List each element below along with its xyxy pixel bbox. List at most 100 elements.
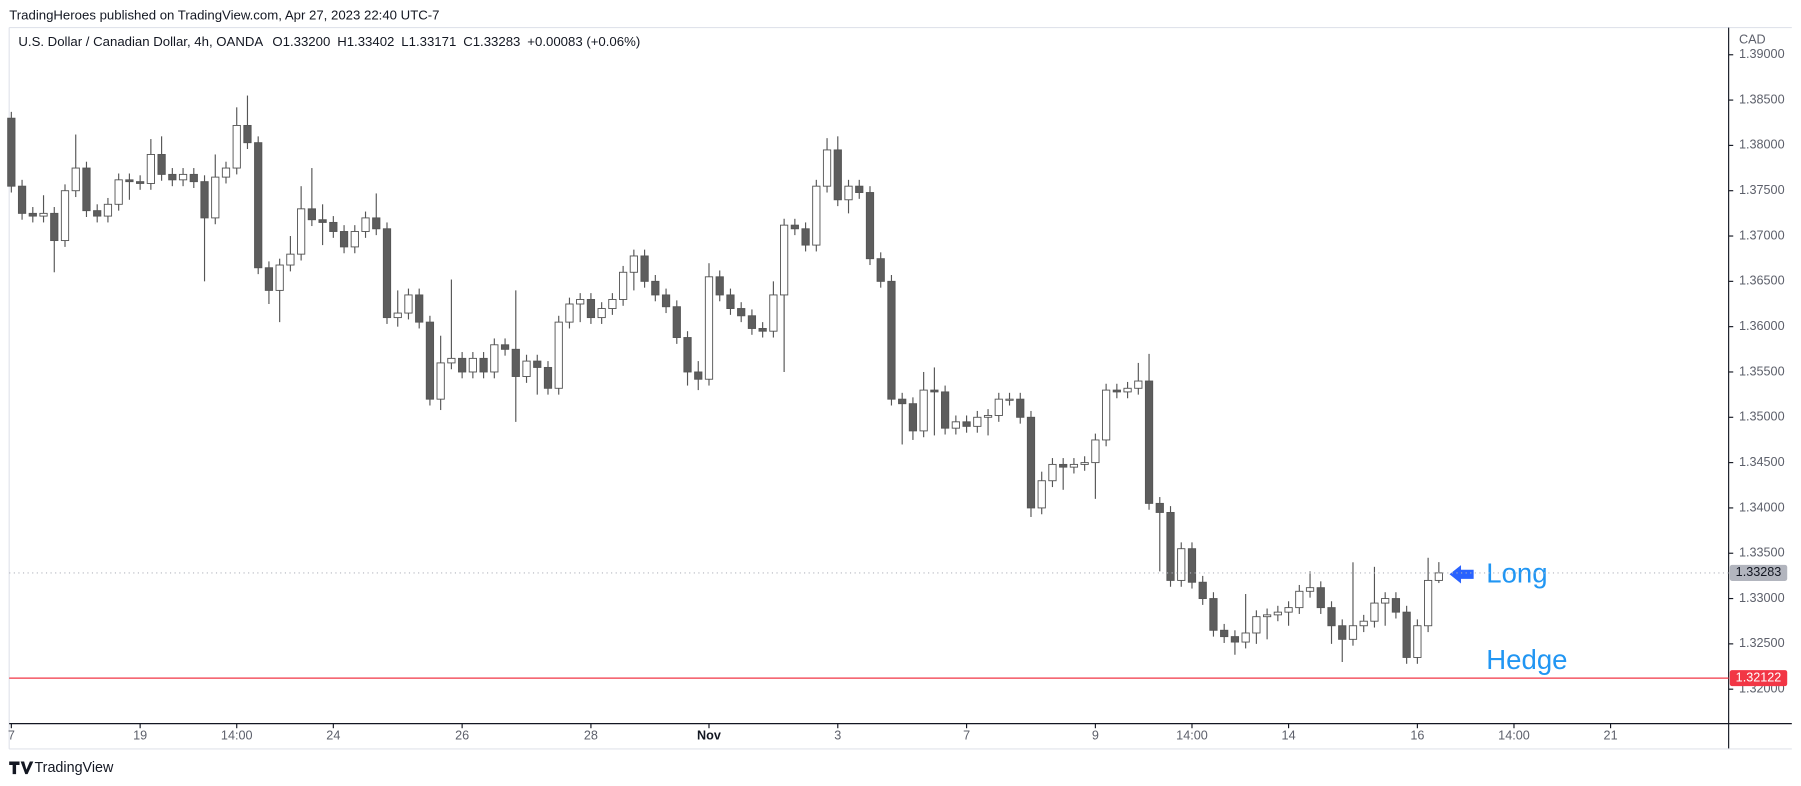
candle-body: [865, 192, 875, 260]
candle-body: [651, 280, 660, 296]
candle-body: [125, 179, 134, 183]
x-tick-label: 14:00: [221, 729, 253, 743]
candle-body: [1359, 620, 1368, 627]
candle-body: [415, 294, 424, 323]
y-tick-label: 1.36500: [1739, 274, 1785, 288]
candle-body: [576, 299, 585, 305]
candle-body: [243, 124, 252, 144]
candle-body: [1327, 607, 1336, 627]
candle-body: [1048, 463, 1057, 482]
arrow: [1449, 565, 1474, 584]
candle-body: [297, 208, 306, 255]
price-label-box: [1729, 670, 1788, 687]
candle-body: [1424, 579, 1433, 627]
candle-body: [71, 167, 80, 192]
candle-body: [1316, 587, 1325, 609]
candle-body: [168, 173, 177, 181]
candle-body: [1091, 439, 1100, 464]
candle-body: [1263, 614, 1272, 618]
candle-body: [983, 415, 993, 418]
candle-body: [726, 294, 735, 309]
candle-body: [844, 185, 853, 201]
y-tick-label: 1.32500: [1739, 636, 1785, 650]
candle-body: [404, 294, 413, 314]
candle-body: [855, 185, 864, 193]
candle-body: [619, 271, 628, 300]
candle-body: [565, 303, 574, 323]
y-tick-label: 1.35000: [1739, 410, 1785, 424]
candle-body: [672, 306, 681, 338]
candle-body: [436, 362, 445, 400]
x-tick-label: 14: [1282, 729, 1296, 743]
candle-body: [533, 360, 542, 368]
candle-body: [780, 224, 789, 296]
currency: CAD: [1739, 33, 1766, 47]
candle-body: [994, 398, 1003, 416]
candle-body: [318, 219, 327, 223]
candles: [7, 95, 1443, 664]
candle-body: [211, 176, 220, 219]
candle-body: [1059, 463, 1068, 468]
candle-body: [146, 153, 155, 184]
y-tick-label: 1.33500: [1739, 546, 1785, 560]
y-tick-label: 1.36000: [1739, 319, 1785, 333]
legend: U.S. Dollar / Canadian Dollar, 4h, OANDA…: [18, 34, 640, 49]
x-tick-label: 28: [584, 729, 598, 743]
candle-body: [1391, 598, 1401, 613]
candle-body: [1413, 625, 1422, 658]
y-tick-label: 1.34500: [1739, 455, 1785, 469]
price-label: 1.33283: [1736, 565, 1782, 579]
candle-body: [17, 185, 27, 214]
candle-body: [941, 391, 950, 429]
x-tick-label: 7: [963, 729, 970, 743]
candle-body: [1381, 598, 1390, 604]
x-tick-label: 26: [455, 729, 469, 743]
x-tick-label: 24: [326, 729, 340, 743]
x-tick-label: 14:00: [1176, 729, 1208, 743]
x-tick-label: 9: [1092, 729, 1099, 743]
candle-body: [7, 117, 16, 187]
candle-body: [833, 149, 842, 201]
candle-body: [597, 308, 606, 319]
candle-body: [1080, 462, 1089, 465]
candle-body: [694, 371, 703, 380]
ohlc-value: H1.33402: [337, 34, 394, 49]
candle-body: [82, 167, 91, 212]
candle-body: [629, 255, 638, 273]
candle-body: [1402, 611, 1411, 658]
candle-body: [382, 228, 392, 319]
y-tick-label: 1.37500: [1739, 183, 1785, 197]
candle-body: [361, 217, 370, 232]
candle-body: [350, 231, 359, 248]
candle-body: [1338, 625, 1347, 640]
candle-body: [737, 308, 746, 317]
ohlc-value: C1.33283: [463, 34, 520, 49]
footer-brand: TradingView: [34, 760, 114, 776]
ohlc-value: L1.33171: [401, 34, 456, 49]
candle-body: [1305, 587, 1315, 592]
candle-body: [1220, 629, 1229, 638]
candle-body: [1284, 607, 1293, 613]
price-label-box: [1729, 564, 1788, 581]
candle-body: [275, 264, 284, 291]
candle-body: [1155, 502, 1164, 513]
candle-body: [114, 179, 123, 205]
candle-body: [876, 258, 885, 282]
candle-body: [490, 344, 499, 373]
candle-body: [425, 321, 435, 400]
candle-body: [157, 153, 166, 175]
candle-body: [661, 294, 671, 308]
ohlc-value: +0.00083 (+0.06%): [527, 34, 640, 49]
candle-body: [1198, 581, 1207, 600]
x-tick-label: 16: [1410, 729, 1424, 743]
candle-body: [1037, 480, 1046, 509]
candle-body: [1252, 616, 1261, 634]
candle-body: [1069, 463, 1079, 468]
candle-body: [919, 389, 928, 432]
candle-body: [822, 149, 832, 187]
candle-body: [189, 173, 198, 183]
y-tick-label: 1.38000: [1739, 138, 1785, 152]
x-tick-label: Nov: [697, 729, 721, 743]
candle-body: [887, 280, 896, 400]
